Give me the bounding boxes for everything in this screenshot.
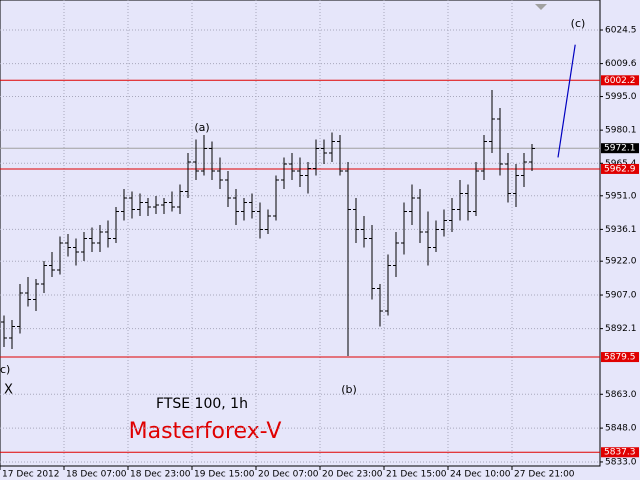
chart-title: FTSE 100, 1h: [156, 396, 248, 412]
wave-label: (a): [194, 121, 209, 134]
level-label-box: [601, 352, 639, 363]
level-label: 5837.3: [604, 448, 636, 458]
x-tick-label: 24 Dec 10:00: [450, 470, 511, 480]
level-label: 5962.9: [604, 164, 636, 174]
level-label-box: [601, 447, 639, 458]
x-tick-label: 18 Dec 23:00: [130, 470, 191, 480]
y-tick-label: 5848.0: [605, 424, 637, 434]
wave-label: c): [0, 363, 10, 376]
y-tick-label: 5922.0: [605, 257, 637, 267]
x-tick-label: 18 Dec 07:00: [66, 470, 127, 480]
level-label-box: [601, 75, 639, 86]
wave-label: X: [4, 383, 13, 398]
y-tick-label: 5980.1: [605, 126, 637, 136]
y-tick-label: 5951.0: [605, 191, 637, 201]
x-tick-label: 20 Dec 07:00: [258, 470, 319, 480]
plot-frame: [0, 0, 601, 467]
chart-subtitle: Masterforex-V: [129, 419, 282, 444]
y-tick-label: 5995.0: [605, 92, 637, 102]
level-label: 5879.5: [604, 353, 636, 363]
level-label-box: [601, 163, 639, 174]
level-label: 6002.2: [604, 76, 636, 86]
scroll-marker: [535, 4, 547, 10]
x-tick-label: 19 Dec 15:00: [194, 470, 255, 480]
y-tick-label: 5907.0: [605, 291, 637, 301]
wave-label: (c): [571, 17, 586, 30]
y-tick-label: 6024.5: [605, 25, 637, 35]
x-tick-label: 20 Dec 23:00: [322, 470, 383, 480]
wave-label: (b): [341, 383, 357, 396]
x-tick-label: 17 Dec 2012: [2, 470, 60, 480]
x-tick-label: 27 Dec 21:00: [514, 470, 575, 480]
y-tick-label: 6009.6: [605, 59, 637, 69]
y-tick-label: 5833.0: [605, 457, 637, 467]
x-tick-label: 21 Dec 15:00: [386, 470, 447, 480]
projection-line: [557, 44, 576, 158]
y-tick-label: 5892.1: [605, 324, 637, 334]
y-tick-label: 5863.0: [605, 390, 637, 400]
current-price-label: 5972.1: [604, 144, 636, 154]
y-tick-label: 5965.4: [605, 159, 637, 169]
y-tick-label: 5936.1: [605, 225, 637, 235]
current-price-box: [601, 143, 639, 154]
